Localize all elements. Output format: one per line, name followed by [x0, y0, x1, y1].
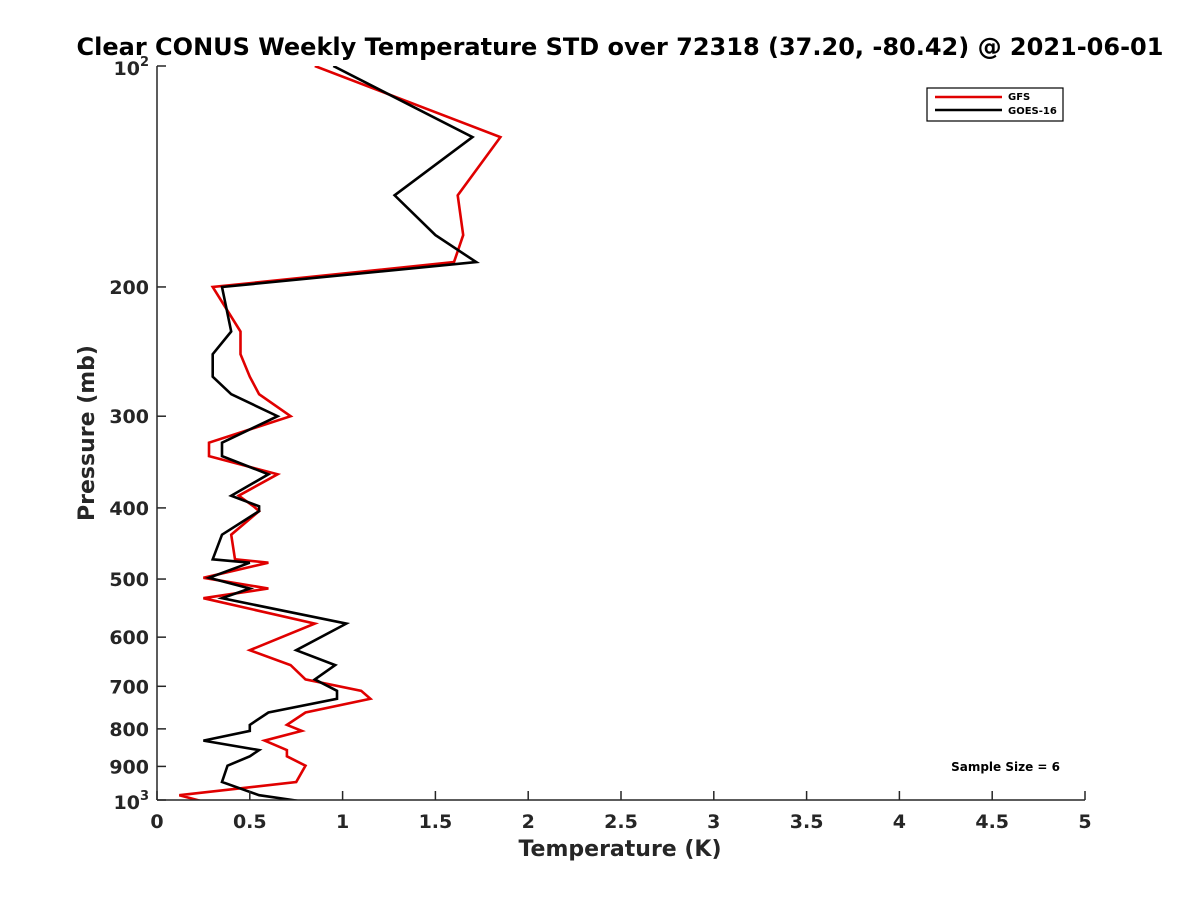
y-tick-label: 102 — [114, 55, 150, 80]
x-axis-label: Temperature (K) — [518, 837, 721, 862]
chart-title: Clear CONUS Weekly Temperature STD over … — [77, 33, 1164, 61]
y-tick-label: 800 — [109, 719, 149, 741]
y-tick-label: 700 — [109, 676, 149, 698]
legend-label-goes-16: GOES-16 — [1008, 106, 1057, 117]
sample-size-annotation: Sample Size = 6 — [951, 760, 1060, 774]
x-tick-label: 0.5 — [233, 811, 267, 833]
legend-label-gfs: GFS — [1008, 92, 1030, 103]
plot-area: 0 0.5 1 1.5 2 2.5 3 3.5 4 4.5 5 102 200 300 400 500 600 7… — [109, 55, 1091, 833]
y-tick-label: 500 — [109, 569, 149, 591]
y-tick-label: 200 — [109, 277, 149, 299]
series-line-gfs — [178, 66, 503, 800]
x-tick-label: 2 — [522, 811, 535, 833]
y-tick-label: 400 — [109, 498, 149, 520]
y-tick-label: 600 — [109, 627, 149, 649]
x-tick-label: 1.5 — [419, 811, 453, 833]
x-tick-label: 3.5 — [790, 811, 824, 833]
x-tick-label: 5 — [1078, 811, 1091, 833]
legend: GFS GOES-16 — [926, 87, 1064, 122]
series-line-goes-16 — [203, 66, 480, 800]
x-tick-label: 0 — [150, 811, 163, 833]
legend-box — [926, 87, 1064, 122]
x-tick-label: 2.5 — [604, 811, 638, 833]
y-axis-label: Pressure (mb) — [75, 345, 100, 521]
x-tick-label: 4.5 — [975, 811, 1009, 833]
series-group — [178, 66, 503, 800]
x-tick-label: 1 — [336, 811, 349, 833]
y-tick-label: 900 — [109, 756, 149, 778]
y-tick-label: 300 — [109, 406, 149, 428]
y-tick-label: 103 — [114, 789, 150, 814]
x-tick-label: 4 — [893, 811, 906, 833]
x-tick-label: 3 — [707, 811, 720, 833]
